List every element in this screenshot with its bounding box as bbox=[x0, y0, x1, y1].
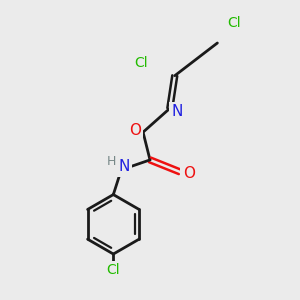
Text: N: N bbox=[171, 104, 182, 119]
Text: O: O bbox=[129, 123, 141, 138]
Text: Cl: Cl bbox=[227, 16, 241, 30]
Text: Cl: Cl bbox=[106, 263, 120, 277]
Text: H: H bbox=[107, 155, 116, 168]
Text: O: O bbox=[183, 166, 195, 181]
Text: Cl: Cl bbox=[134, 56, 148, 70]
Text: N: N bbox=[118, 159, 130, 174]
